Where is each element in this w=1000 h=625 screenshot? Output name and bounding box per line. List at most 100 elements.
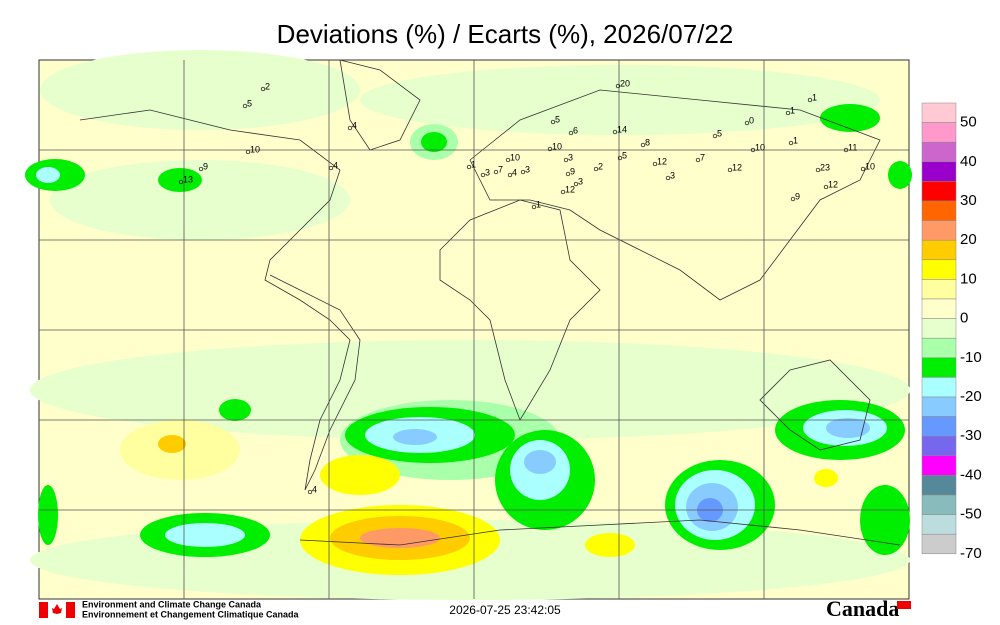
color-box [921,181,957,202]
station-dot [560,189,566,195]
station-dot [640,142,646,148]
station-dot [750,147,756,153]
station-value: 5 [247,98,252,108]
station-dot [480,172,486,178]
color-box [921,337,957,359]
station-value: 20 [620,78,630,88]
color-box [921,298,957,319]
station-dot [507,172,513,178]
station-value: 5 [717,128,722,138]
station-dot [520,169,526,175]
colorbar-label: 20 [960,231,977,248]
colorbar-label: 30 [960,192,977,209]
station-dot [260,86,266,92]
station-value: 11 [848,142,857,152]
station-dot [198,166,204,172]
footer: Environment and Climate Change Canada En… [39,596,911,621]
station-value: 23 [820,162,830,172]
colorbar-label: 0 [960,310,968,327]
station-value: 4 [352,120,357,130]
station-value: 12 [657,156,667,166]
color-box [921,161,957,182]
timestamp: 2026-07-25 23:42:05 [449,603,561,617]
color-box [921,475,957,496]
colorbar: 50 40 30 20 10 0 -10 -20 -30 -40 -50 -70 [921,102,982,562]
title: Deviations (%) / Ecarts (%), 2026/07/22 [277,19,734,49]
colorbar-label: 50 [960,114,977,131]
station-dot [727,167,733,173]
station-value: 10 [552,141,562,151]
color-box [921,455,957,476]
station-value: 3 [525,164,530,174]
color-box [921,494,957,515]
station-dot [563,157,569,163]
colorbar-label: -50 [960,506,982,523]
station-value: 9 [203,161,208,171]
station-dot [242,103,248,109]
station-dot [843,147,849,153]
station-value: 14 [617,124,627,134]
station-dot [573,181,579,187]
station-value: 1 [536,199,541,209]
color-box [921,122,957,143]
station-value: 1 [793,135,798,145]
colorbar-label: 40 [960,153,977,170]
station-dot [245,149,251,155]
station-value: 12 [565,184,575,194]
colorbar-label: 10 [960,270,977,287]
color-box [921,435,957,457]
station-dot [466,164,472,170]
station-dot [547,146,553,152]
station-dot [307,489,313,495]
station-value: 1 [790,105,795,115]
station-dot [328,165,334,171]
station-dot [615,83,621,89]
station-dot [695,157,701,163]
flag [39,602,75,618]
station-dot [785,110,791,116]
station-value: 2 [265,81,270,91]
station-value: 2 [598,161,603,171]
colorbar-label: -40 [960,466,982,483]
anomaly-field [25,50,912,600]
station-dot [617,155,623,161]
station-dot [815,167,821,173]
station-dot [744,120,750,126]
station-dot [347,125,353,131]
station-dot [652,161,658,167]
station-value: 1 [471,159,476,169]
colorbar-label: -20 [960,388,982,405]
station-dot [550,119,556,125]
color-box [921,514,957,535]
station-dot [823,184,829,190]
wordmark-flag [897,601,911,609]
station-dot [788,140,794,146]
station-value: 4 [312,484,317,494]
station-value: 7 [498,164,503,174]
station-dot [712,133,718,139]
color-box [921,396,957,417]
color-box [921,141,957,163]
color-box [921,377,957,398]
wordmark: Canada [826,596,899,621]
station-dot [807,97,813,103]
station-value: 10 [250,144,260,154]
station-dot [565,171,571,177]
station-dot [612,129,618,135]
station-value: 9 [795,191,800,201]
station-value: 12 [732,162,742,172]
color-box [921,357,957,378]
station-dot [178,179,184,185]
station-value: 3 [485,167,490,177]
station-value: 1 [812,92,817,102]
colorbar-label: -10 [960,349,982,366]
station-value: 5 [622,150,627,160]
station-value: 12 [828,179,838,189]
station-value: 4 [333,160,338,170]
agency-fr: Environnement et Changement Climatique C… [82,609,300,619]
color-box [921,259,957,280]
station-value: 9 [570,166,575,176]
